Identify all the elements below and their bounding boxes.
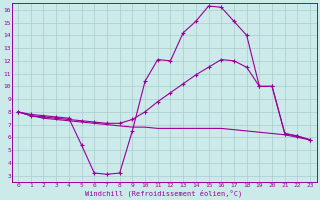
X-axis label: Windchill (Refroidissement éolien,°C): Windchill (Refroidissement éolien,°C) (85, 189, 243, 197)
